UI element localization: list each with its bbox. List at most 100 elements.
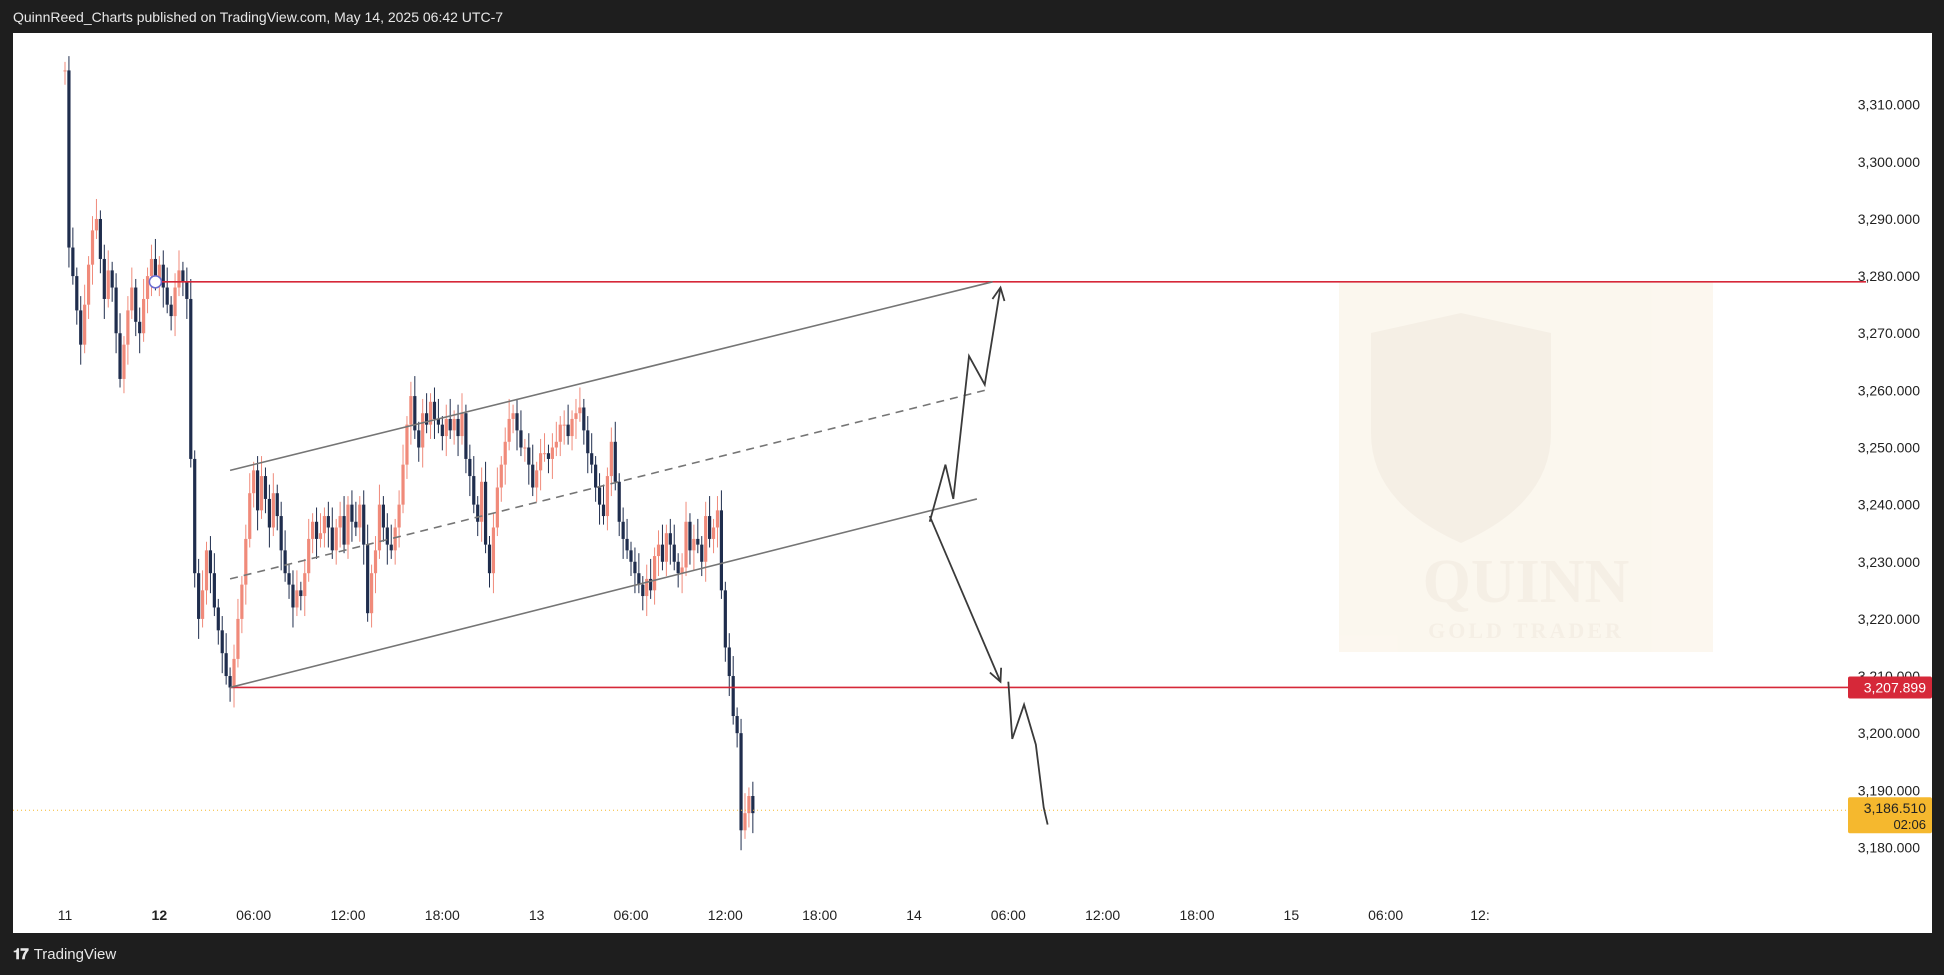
candle-body bbox=[751, 796, 755, 814]
candle-body bbox=[597, 487, 602, 505]
x-tick-label: 12: bbox=[1470, 907, 1489, 923]
candle-body bbox=[708, 516, 712, 539]
watermark-background bbox=[1339, 281, 1713, 652]
current-price-label: 3,186.510 bbox=[1864, 800, 1926, 816]
candle-body bbox=[731, 676, 735, 717]
candle-body bbox=[259, 476, 264, 511]
candle-body bbox=[381, 504, 385, 528]
candle-body bbox=[271, 493, 275, 528]
candle-body bbox=[432, 401, 437, 419]
candle-body bbox=[660, 544, 665, 562]
candle-body bbox=[739, 733, 743, 831]
candle-body bbox=[586, 430, 590, 454]
watermark: QUINN GOLD TRADER bbox=[1339, 281, 1713, 652]
countdown-label: 02:06 bbox=[1893, 817, 1926, 832]
candle-body bbox=[153, 258, 158, 282]
candle-body bbox=[468, 458, 472, 477]
candle-body bbox=[75, 276, 79, 311]
candle-body bbox=[240, 584, 244, 619]
candle-body bbox=[723, 590, 727, 648]
candle-body bbox=[204, 550, 209, 591]
candle-body bbox=[483, 481, 488, 545]
tradingview-logo-text: TradingView bbox=[33, 946, 117, 963]
candle-body bbox=[452, 418, 456, 431]
candle-body bbox=[366, 544, 370, 614]
x-tick-label: 15 bbox=[1284, 907, 1300, 923]
candle-body bbox=[106, 270, 110, 299]
candle-body bbox=[652, 556, 657, 591]
candle-body bbox=[173, 287, 177, 317]
candle-body bbox=[126, 310, 130, 345]
candle-body bbox=[330, 527, 334, 551]
candle-body bbox=[440, 424, 444, 437]
candle-body bbox=[79, 310, 83, 345]
candle-body bbox=[664, 533, 668, 562]
x-tick-label: 06:00 bbox=[613, 907, 648, 923]
candle-body bbox=[472, 476, 476, 505]
y-tick-label: 3,190.000 bbox=[1858, 782, 1920, 798]
candle-body bbox=[67, 70, 71, 248]
channel-middle-line bbox=[229, 389, 985, 580]
tradingview-logo[interactable]: 𝟏𝟕 TradingView bbox=[13, 946, 116, 963]
x-tick-label: 13 bbox=[529, 907, 545, 923]
candle-body bbox=[594, 464, 598, 488]
candle-body bbox=[255, 470, 260, 511]
candle-body bbox=[212, 573, 216, 608]
candle-body bbox=[350, 504, 354, 522]
chart-canvas[interactable]: QUINN GOLD TRADER 3,180.000 3,190.000 3,20… bbox=[13, 33, 1932, 933]
y-tick-label: 3,240.000 bbox=[1858, 497, 1920, 513]
candle-body bbox=[393, 527, 397, 551]
candle-body bbox=[338, 516, 342, 528]
candle-body bbox=[621, 521, 625, 539]
candle-body bbox=[252, 470, 256, 494]
candle-body bbox=[747, 796, 751, 814]
candle-body bbox=[208, 550, 213, 574]
candle-body bbox=[142, 298, 146, 334]
x-tick-label: 12 bbox=[152, 907, 168, 923]
candle-body bbox=[609, 441, 613, 477]
candle-body bbox=[542, 453, 547, 455]
candle-body bbox=[625, 538, 629, 551]
candle-body bbox=[177, 270, 181, 288]
candle-body bbox=[425, 413, 429, 425]
candles-layer bbox=[63, 56, 755, 851]
candle-body bbox=[197, 573, 201, 619]
candle-body bbox=[499, 464, 503, 488]
trader-portrait-shield-emblem bbox=[1371, 313, 1551, 543]
candle-body bbox=[578, 407, 582, 414]
candle-body bbox=[318, 533, 323, 539]
candle-body bbox=[641, 584, 645, 597]
marker-circle bbox=[148, 275, 163, 289]
candle-body bbox=[185, 281, 189, 299]
candle-body bbox=[405, 424, 409, 465]
chart-area[interactable]: QUINN GOLD TRADER 3,180.000 3,190.000 3,20… bbox=[13, 33, 1932, 933]
candle-body bbox=[692, 538, 696, 551]
candle-body bbox=[656, 544, 661, 557]
candle-body bbox=[236, 618, 240, 659]
candle-body bbox=[554, 441, 558, 448]
candle-body bbox=[389, 544, 393, 551]
candle-body bbox=[401, 464, 405, 505]
candle-body bbox=[279, 516, 283, 551]
candle-body bbox=[523, 447, 527, 449]
candle-body bbox=[495, 487, 499, 528]
candle-body bbox=[637, 573, 641, 585]
candle-body bbox=[189, 298, 193, 459]
candle-body bbox=[535, 470, 539, 488]
candle-body bbox=[688, 521, 692, 551]
candle-body bbox=[326, 516, 330, 528]
candle-body bbox=[138, 321, 142, 334]
candle-body bbox=[220, 630, 224, 654]
candle-body bbox=[538, 453, 543, 471]
current-price-badge bbox=[1848, 797, 1932, 834]
candle-body bbox=[114, 287, 118, 334]
candle-body bbox=[86, 264, 91, 305]
candle-body bbox=[550, 447, 554, 459]
candle-body bbox=[283, 550, 287, 574]
projection-up-arrowhead bbox=[991, 285, 1006, 302]
channel-upper-line bbox=[229, 281, 993, 472]
axes-layer: 3,180.0003,190.0003,200.0003,210.0003,22… bbox=[58, 97, 1932, 923]
candle-body bbox=[71, 247, 75, 277]
candle-body bbox=[613, 441, 617, 482]
channel-lower-line bbox=[229, 498, 978, 689]
